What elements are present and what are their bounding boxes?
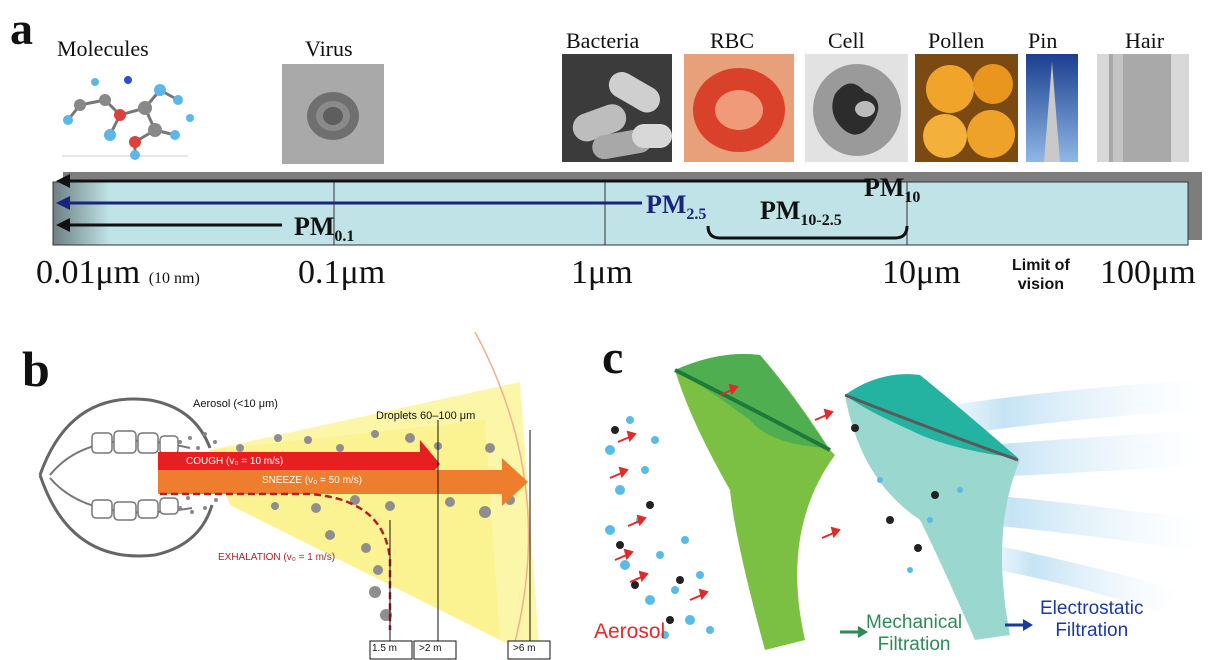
molecule-image (62, 76, 194, 160)
pm10-2.5-label: PM10-2.5 (760, 196, 842, 230)
tick-1um: 1μm (571, 254, 633, 291)
label-virus: Virus (305, 36, 353, 61)
pm0.1-label: PM0.1 (294, 212, 355, 246)
label-molecules: Molecules (57, 36, 149, 61)
exhalation-label: EXHALATION (v₀ = 1 m/s) (218, 552, 336, 563)
electrostatic-filtration-label: Electrostatic Filtration (1040, 598, 1144, 641)
label-cell: Cell (828, 28, 865, 53)
droplets-size-label: Droplets 60–100 μm (376, 410, 476, 422)
tick-0.01um: 0.01μm (10 nm) (36, 254, 200, 291)
aerosol-size-label: Aerosol (<10 μm) (193, 398, 278, 410)
label-rbc: RBC (710, 28, 755, 53)
tick-10um: 10μm (882, 254, 961, 291)
virus-image (282, 64, 384, 164)
hair-image (1097, 54, 1189, 162)
distance-2m: >2 m (419, 643, 442, 654)
bacteria-image (562, 54, 672, 162)
tick-100um: 100μm (1100, 254, 1196, 291)
rbc-image (684, 54, 794, 162)
pm10-label: PM10 (864, 173, 921, 207)
label-bacteria: Bacteria (566, 28, 640, 53)
label-hair: Hair (1125, 28, 1165, 53)
size-scale-bar (52, 172, 1202, 246)
distance-6m: >6 m (513, 643, 536, 654)
pollen-image (915, 54, 1018, 162)
panel-c-letter: c (602, 331, 624, 384)
panel-a-letter: a (10, 3, 33, 54)
tick-0.1um: 0.1μm (298, 254, 386, 291)
limit-of-vision-label: Limit of vision (1012, 257, 1070, 293)
respiratory-emission-diagram (38, 331, 551, 660)
mechanical-filtration-label: Mechanical Filtration (866, 612, 963, 655)
sneeze-label: SNEEZE (v₀ = 50 m/s) (262, 475, 363, 486)
cell-image (805, 54, 908, 162)
aerosol-label: Aerosol (594, 620, 666, 643)
distance-1.5m: 1.5 m (372, 643, 398, 654)
mask-filtration-diagram (605, 354, 1200, 650)
pm25-label: PM2.5 (646, 190, 707, 224)
panel-b-letter: b (22, 341, 50, 397)
cough-label: COUGH (v₀ = 10 m/s) (186, 456, 284, 467)
pin-image (1026, 54, 1078, 162)
label-pin: Pin (1028, 28, 1058, 53)
label-pollen: Pollen (928, 28, 985, 53)
